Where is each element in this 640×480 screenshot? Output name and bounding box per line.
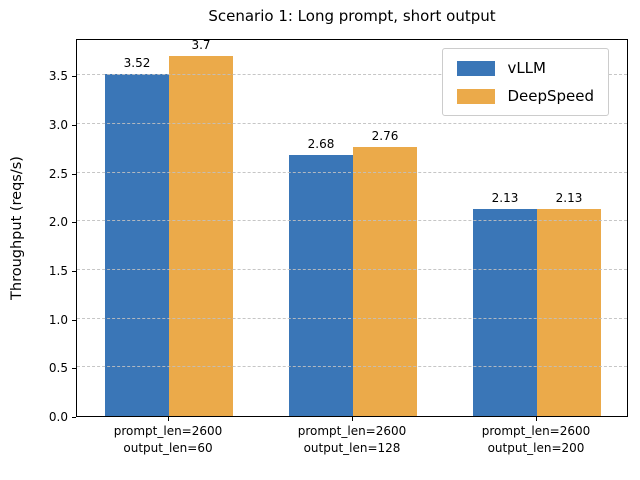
y-tick-mark bbox=[72, 125, 76, 127]
y-tick-label: 0.0 bbox=[48, 410, 68, 424]
bar-deepspeed bbox=[169, 56, 233, 416]
bar-vllm bbox=[289, 155, 353, 416]
x-tick-label: prompt_len=2600 output_len=200 bbox=[481, 424, 591, 456]
y-tick-label: 0.5 bbox=[48, 361, 68, 376]
x-tick-label: prompt_len=2600 output_len=60 bbox=[113, 424, 223, 456]
grid-line bbox=[77, 269, 627, 271]
grid-line bbox=[77, 220, 627, 222]
grid-line bbox=[77, 74, 627, 76]
chart-title: Scenario 1: Long prompt, short output bbox=[208, 7, 496, 25]
value-label: 3.52 bbox=[123, 55, 151, 70]
legend-item: DeepSpeed bbox=[457, 87, 594, 105]
y-tick-mark bbox=[72, 417, 76, 418]
x-tick-mark bbox=[168, 417, 169, 421]
x-tick-mark bbox=[352, 417, 353, 421]
y-tick-label: 3.5 bbox=[48, 69, 68, 84]
legend-item: vLLM bbox=[457, 59, 594, 77]
bar-deepspeed bbox=[537, 208, 601, 416]
bar-vllm bbox=[473, 208, 537, 416]
legend-label: DeepSpeed bbox=[507, 87, 594, 105]
y-tick-mark bbox=[72, 173, 76, 175]
bar-deepspeed bbox=[353, 147, 417, 416]
value-label: 2.13 bbox=[555, 190, 583, 205]
grid-line bbox=[77, 171, 627, 173]
y-tick-mark bbox=[72, 222, 76, 224]
y-tick-label: 1.5 bbox=[48, 264, 68, 279]
value-label: 2.76 bbox=[371, 129, 399, 144]
y-tick-label: 2.0 bbox=[48, 215, 68, 230]
grid-line bbox=[77, 317, 627, 319]
y-tick-label: 2.5 bbox=[48, 166, 68, 181]
legend-swatch bbox=[457, 88, 496, 104]
y-tick-label: 3.0 bbox=[48, 118, 68, 133]
y-tick-mark bbox=[72, 368, 76, 370]
bar-vllm bbox=[105, 73, 169, 416]
plot-area: vLLM DeepSpeed 3.52 3.7 2.68 2.76 2.13 2.13 bbox=[76, 38, 628, 417]
y-tick-mark bbox=[72, 271, 76, 273]
value-label: 2.68 bbox=[307, 137, 335, 152]
grid-line bbox=[77, 123, 627, 125]
legend-swatch bbox=[457, 60, 496, 76]
y-tick-mark bbox=[72, 319, 76, 321]
value-label: 2.13 bbox=[491, 190, 519, 205]
legend: vLLM DeepSpeed bbox=[442, 48, 609, 116]
legend-label: vLLM bbox=[507, 59, 546, 77]
x-tick-mark bbox=[536, 417, 537, 421]
y-tick-label: 1.0 bbox=[48, 312, 68, 327]
value-label: 3.7 bbox=[191, 38, 211, 52]
y-tick-mark bbox=[72, 76, 76, 78]
grid-line bbox=[77, 366, 627, 368]
x-tick-label: prompt_len=2600 output_len=128 bbox=[297, 424, 407, 456]
